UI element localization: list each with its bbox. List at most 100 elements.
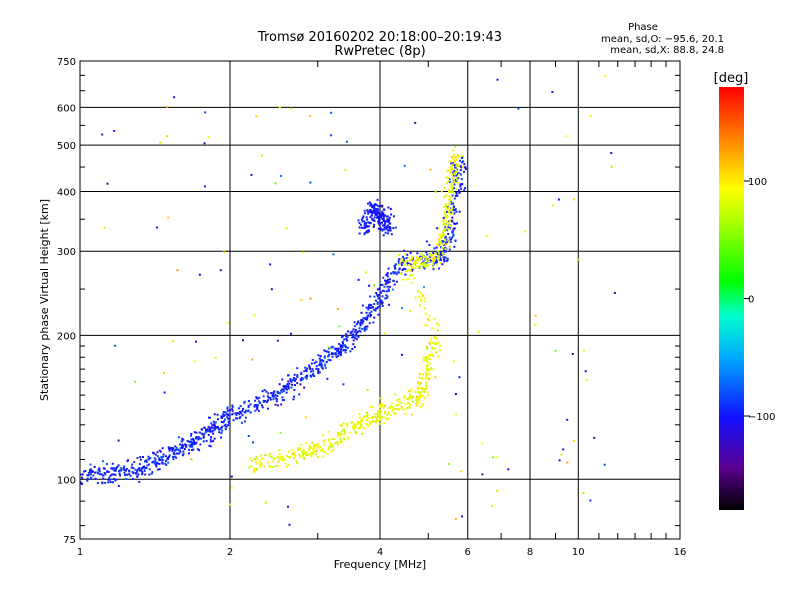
scatter-point bbox=[364, 226, 367, 229]
scatter-point bbox=[421, 377, 423, 380]
scatter-point bbox=[436, 227, 439, 230]
scatter-point bbox=[399, 272, 402, 275]
scatter-point bbox=[274, 403, 277, 406]
scatter-point bbox=[212, 427, 215, 429]
scatter-point bbox=[455, 187, 457, 190]
scatter-point bbox=[389, 405, 392, 408]
scatter-point bbox=[340, 439, 343, 442]
scatter-point bbox=[370, 304, 373, 307]
scatter-point bbox=[454, 166, 457, 169]
scatter-point bbox=[450, 238, 453, 241]
scatter-point bbox=[358, 416, 361, 419]
scatter-point bbox=[369, 210, 372, 213]
scatter-point bbox=[448, 160, 451, 163]
scatter-point bbox=[455, 210, 458, 213]
scatter-point bbox=[443, 248, 446, 250]
scatter-point bbox=[404, 412, 407, 415]
scatter-point bbox=[345, 140, 348, 143]
scatter-point bbox=[445, 238, 448, 241]
scatter-point bbox=[377, 297, 380, 300]
scatter-point bbox=[366, 225, 369, 228]
scatter-point bbox=[317, 372, 320, 375]
scatter-point bbox=[454, 239, 457, 242]
scatter-point bbox=[250, 465, 253, 467]
scatter-point bbox=[218, 428, 220, 431]
scatter-point bbox=[379, 397, 382, 400]
scatter-point bbox=[282, 385, 285, 388]
scatter-point bbox=[98, 468, 101, 471]
scatter-point bbox=[427, 378, 430, 381]
scatter-point bbox=[206, 428, 209, 431]
scatter-point bbox=[435, 351, 438, 354]
scatter-point bbox=[316, 445, 319, 448]
scatter-point bbox=[396, 399, 399, 402]
scatter-point bbox=[423, 285, 425, 288]
scatter-point bbox=[394, 413, 397, 415]
scatter-point bbox=[191, 445, 194, 448]
scatter-point bbox=[404, 403, 407, 405]
scatter-point bbox=[285, 391, 288, 394]
scatter-point bbox=[157, 468, 160, 471]
scatter-point bbox=[363, 209, 366, 212]
scatter-point bbox=[209, 429, 212, 432]
scatter-point bbox=[294, 379, 296, 382]
scatter-point bbox=[294, 378, 297, 381]
scatter-point bbox=[346, 437, 349, 440]
scatter-point bbox=[176, 269, 179, 272]
scatter-point bbox=[461, 155, 464, 157]
scatter-point bbox=[373, 206, 376, 209]
scatter-point bbox=[455, 171, 458, 173]
scatter-point bbox=[392, 406, 395, 409]
scatter-point bbox=[432, 252, 434, 255]
scatter-point bbox=[174, 455, 177, 458]
scatter-point bbox=[343, 433, 346, 436]
scatter-point bbox=[450, 195, 453, 198]
scatter-point bbox=[400, 406, 403, 408]
scatter-point bbox=[427, 373, 430, 376]
scatter-point bbox=[356, 321, 359, 324]
scatter-point bbox=[432, 368, 435, 371]
scatter-point bbox=[114, 344, 117, 347]
scatter-point bbox=[446, 220, 448, 223]
scatter-point bbox=[158, 468, 161, 471]
scatter-point bbox=[456, 194, 459, 197]
scatter-point bbox=[417, 259, 420, 262]
scatter-point bbox=[416, 398, 419, 401]
scatter-point bbox=[341, 346, 344, 349]
scatter-point bbox=[386, 285, 389, 288]
scatter-point bbox=[264, 454, 267, 456]
scatter-point bbox=[260, 454, 262, 457]
scatter-point bbox=[458, 210, 461, 213]
scatter-point bbox=[155, 465, 158, 468]
scatter-point bbox=[337, 352, 340, 355]
scatter-point bbox=[305, 370, 308, 373]
scatter-point bbox=[441, 234, 444, 237]
scatter-point bbox=[315, 360, 318, 363]
scatter-point bbox=[356, 334, 358, 337]
scatter-point bbox=[408, 406, 411, 409]
scatter-point bbox=[394, 271, 397, 274]
scatter-point bbox=[112, 467, 115, 470]
scatter-point bbox=[340, 348, 342, 351]
scatter-point bbox=[369, 405, 372, 408]
scatter-point bbox=[375, 299, 377, 302]
scatter-point bbox=[117, 484, 120, 487]
scatter-point bbox=[439, 257, 442, 260]
scatter-point bbox=[461, 166, 464, 168]
scatter-point bbox=[190, 458, 193, 461]
scatter-point bbox=[377, 415, 380, 418]
plot-frame bbox=[79, 60, 681, 540]
scatter-point bbox=[108, 476, 111, 479]
scatter-point bbox=[319, 446, 322, 449]
scatter-point bbox=[368, 201, 371, 204]
scatter-point bbox=[451, 212, 454, 214]
scatter-point bbox=[448, 248, 451, 251]
scatter-point bbox=[293, 389, 296, 391]
scatter-point bbox=[370, 306, 373, 309]
scatter-point bbox=[288, 523, 291, 526]
scatter-point bbox=[381, 210, 384, 213]
scatter-point bbox=[424, 300, 427, 303]
scatter-point bbox=[378, 414, 381, 417]
scatter-point bbox=[276, 395, 279, 398]
scatter-point bbox=[382, 216, 385, 218]
